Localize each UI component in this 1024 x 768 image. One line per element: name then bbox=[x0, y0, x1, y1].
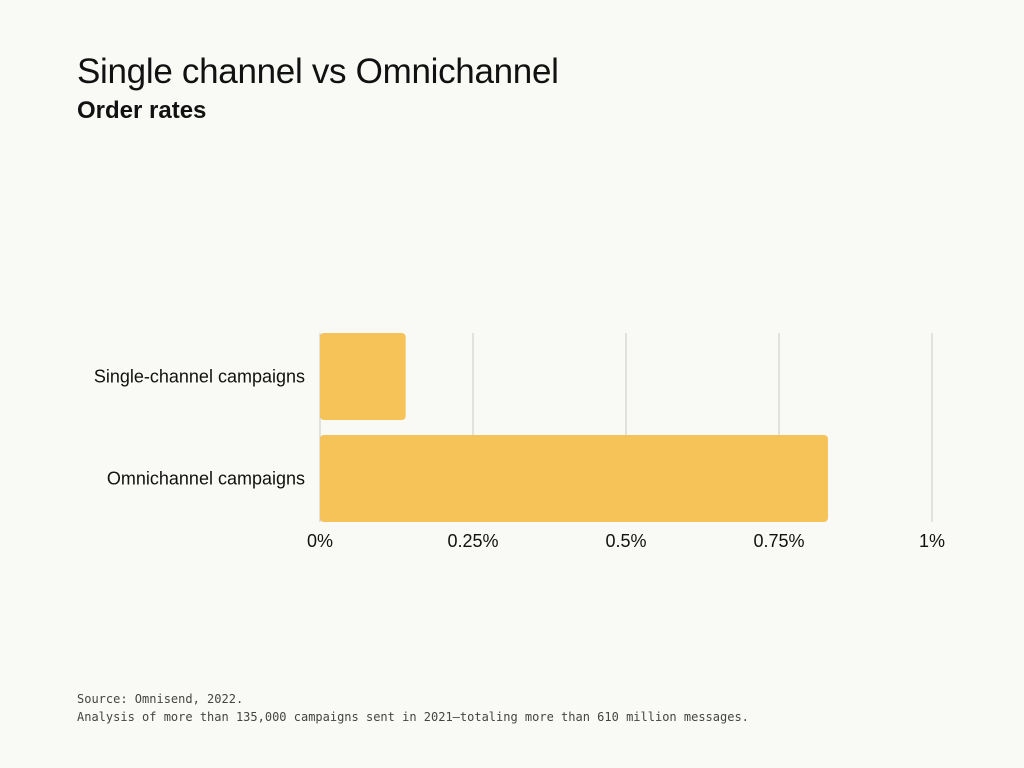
bar-0 bbox=[320, 333, 406, 420]
bar-1 bbox=[320, 435, 828, 522]
tick-label-1: 0.25% bbox=[447, 531, 498, 551]
analysis-note: Analysis of more than 135,000 campaigns … bbox=[77, 710, 749, 724]
chart-title: Single channel vs Omnichannel bbox=[77, 52, 559, 91]
tick-label-4: 1% bbox=[919, 531, 945, 551]
chart-subtitle: Order rates bbox=[77, 97, 207, 124]
category-label-1: Omnichannel campaigns bbox=[107, 469, 305, 489]
category-label-0: Single-channel campaigns bbox=[94, 367, 305, 387]
tick-label-3: 0.75% bbox=[753, 531, 804, 551]
tick-label-2: 0.5% bbox=[605, 531, 646, 551]
source-note: Source: Omnisend, 2022. bbox=[77, 692, 244, 706]
tick-label-0: 0% bbox=[307, 531, 333, 551]
